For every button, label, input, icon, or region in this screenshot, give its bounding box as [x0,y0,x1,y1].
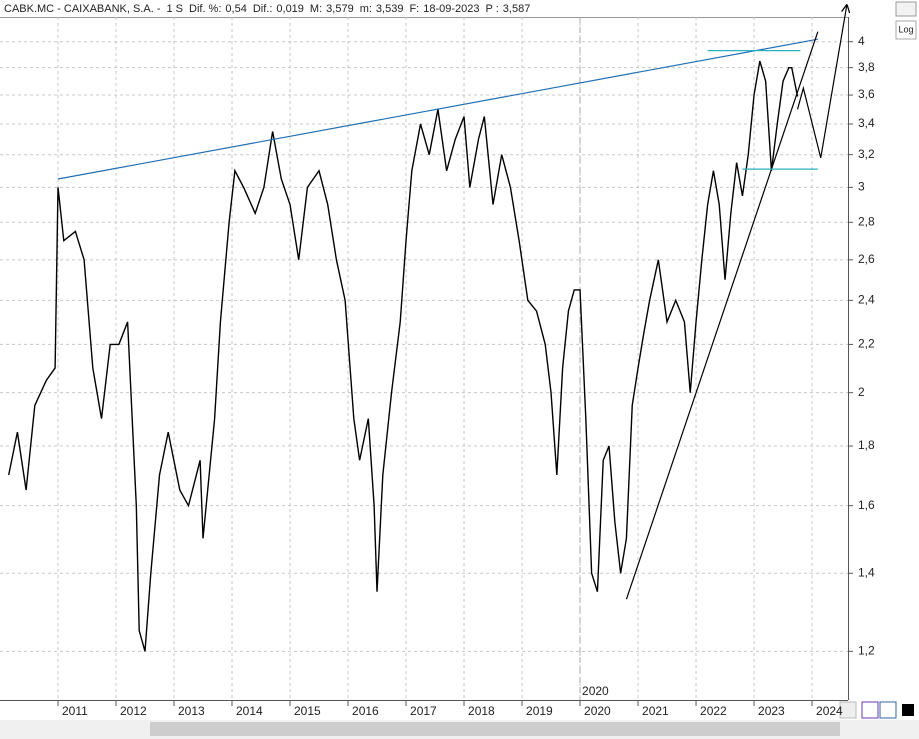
y-tick-label: 2 [858,385,865,399]
color-button[interactable] [902,704,914,716]
x-tick-label: 2023 [758,704,785,718]
y-tick-label: 1,4 [858,565,875,579]
y-tick-label: 1,8 [858,438,875,452]
x-tick-label: 2018 [468,704,495,718]
y-tick-label: 2,8 [858,214,875,228]
field-value: 18-09-2023 [423,3,479,15]
x-tick-label: 2013 [178,704,205,718]
field-label: P : [486,3,499,15]
field-value: 3,579 [326,3,354,15]
x-tick-label: 2012 [120,704,147,718]
minimize-button[interactable] [895,1,917,17]
field-value: 0,019 [276,3,304,15]
zoom-button[interactable] [839,701,857,719]
x-tick-label: 2020 [584,704,611,718]
y-tick-label: 3,8 [858,60,875,74]
log-button[interactable] [895,20,917,40]
trend-line [625,31,819,600]
symbol: CABK.MC - CAIXABANK, S.A. - [4,3,161,15]
x-tick-label: 2017 [410,704,437,718]
log-button-label: Log [898,24,913,34]
field-label: F: [409,3,419,15]
field-label: M: [310,3,322,15]
y-tick-label: 3,6 [858,87,875,101]
price-line [8,60,799,652]
field-value: 0,54 [225,3,246,15]
scrollbar-thumb[interactable] [150,722,840,736]
x-tick-label: 2014 [236,704,263,718]
y-tick-label: 3,4 [858,116,875,130]
field-value: 3,587 [503,3,531,15]
trend-line [57,38,818,180]
y-tick-label: 1,2 [858,643,875,657]
period: 1 S [166,3,183,15]
x-tick-label: 2015 [294,704,321,718]
save-button[interactable] [879,701,897,719]
x-tick-label: 2022 [700,704,727,718]
x-tick-label: 2016 [352,704,379,718]
y-tick-label: 1,6 [858,498,875,512]
field-label: Dif. %: [189,3,221,15]
y-tick-label: 2,2 [858,337,875,351]
trend-line [796,5,847,159]
y-tick-label: 3 [858,180,865,194]
y-tick-label: 2,4 [858,293,875,307]
field-label: Dif.: [253,3,273,15]
x-tick-label: 2021 [642,704,669,718]
field-value: 3,539 [376,3,404,15]
x-tick-label: 2024 [816,704,843,718]
field-label: m: [360,3,372,15]
y-tick-label: 2,6 [858,252,875,266]
y-tick-label: 4 [858,34,865,48]
y-tick-label: 3,2 [858,147,875,161]
x-tick-label: 2011 [62,704,88,718]
x-tick-label: 2019 [526,704,553,718]
period-marker-label: 2020 [582,684,609,698]
h-button[interactable] [861,701,879,719]
